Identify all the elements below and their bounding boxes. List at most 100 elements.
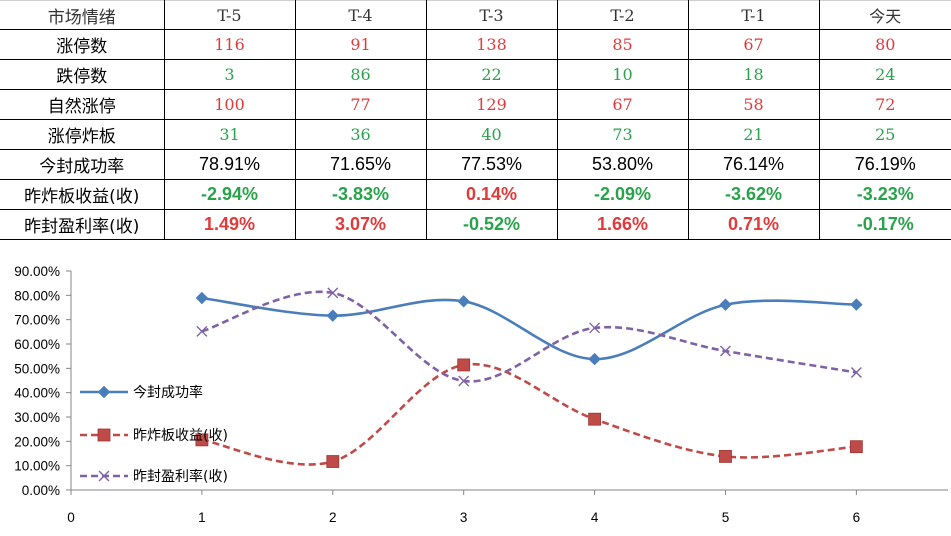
header-period-cell: T-5 <box>163 0 296 30</box>
row-label: 昨封盈利率(收) <box>0 209 165 240</box>
table-cell: 3 <box>163 59 296 90</box>
row-label: 自然涨停 <box>0 89 165 120</box>
table-row: 昨封盈利率(收) 1.49% 3.07% -0.52% 1.66% 0.71% -0.17% <box>0 209 951 240</box>
table-cell: 1.49% <box>163 209 296 240</box>
row-label: 跌停数 <box>0 59 165 90</box>
x-tick-label: 5 <box>722 510 730 525</box>
table-row: 涨停炸板 31 36 40 73 21 25 <box>0 119 951 150</box>
row-label: 涨停数 <box>0 29 165 60</box>
legend-label: 今封成功率 <box>133 384 203 401</box>
x-tick-label: 1 <box>198 510 206 525</box>
series-line-3 <box>201 290 857 383</box>
table-cell: 80 <box>818 29 951 60</box>
y-tick-label: 20.00% <box>14 434 60 449</box>
table-cell: 53.80% <box>556 149 689 180</box>
table-cell: 36 <box>294 119 427 150</box>
table-cell: 10 <box>556 59 689 90</box>
table-cell: 25 <box>818 119 951 150</box>
data-point <box>195 433 209 447</box>
y-tick-label: 40.00% <box>14 386 60 401</box>
table-row: 跌停数 3 86 22 10 18 24 <box>0 59 951 90</box>
table-cell: 71.65% <box>294 149 427 180</box>
table-row: 涨停数 116 91 138 85 67 80 <box>0 29 951 60</box>
table-cell: 77 <box>294 89 427 120</box>
table-row: 自然涨停 100 77 129 67 58 72 <box>0 89 951 120</box>
table-cell: 1.66% <box>556 209 689 240</box>
table-cell: 73 <box>556 119 689 150</box>
x-tick-label: 3 <box>460 510 468 525</box>
data-point <box>719 345 731 357</box>
table-cell: -3.62% <box>687 179 820 210</box>
table-cell: -3.23% <box>818 179 951 210</box>
table-cell: -2.94% <box>163 179 296 210</box>
data-point <box>850 298 863 311</box>
table-cell: 77.53% <box>425 149 558 180</box>
row-label: 今封成功率 <box>0 149 165 180</box>
header-period-cell: T-2 <box>556 0 689 30</box>
table-row: 昨炸板收益(收) -2.94% -3.83% 0.14% -2.09% -3.62% -3.… <box>0 179 951 210</box>
legend-marker <box>97 428 111 442</box>
x-tick-label: 4 <box>591 510 599 525</box>
data-point <box>588 352 601 366</box>
data-point <box>849 440 863 454</box>
x-tick-label: 0 <box>67 510 75 525</box>
table-cell: 3.07% <box>294 209 427 240</box>
data-point <box>326 455 340 468</box>
data-point <box>589 322 601 334</box>
legend-marker <box>97 385 111 399</box>
y-tick-label: 50.00% <box>14 361 60 376</box>
legend-label: 昨炸板收益(收) <box>133 428 228 444</box>
chart-axes: 0.00% 10.00% 20.00% 30.00% 40.00% 50.00% 60.00… <box>14 264 948 525</box>
chart-series <box>195 287 863 468</box>
x-tick-label: 2 <box>329 510 337 525</box>
table-row: 今封成功率 78.91% 71.65% 77.53% 53.80% 76.14% 76.19… <box>0 149 951 180</box>
data-point <box>457 295 470 308</box>
data-point <box>719 450 732 463</box>
data-point <box>195 291 209 305</box>
series-line-2 <box>201 362 857 466</box>
table-cell: 31 <box>163 119 296 150</box>
table-cell: 100 <box>163 89 296 120</box>
legend-label: 昨封盈利率(收) <box>133 468 228 485</box>
table-cell: 85 <box>556 29 689 60</box>
data-point <box>327 287 339 299</box>
table-header-row: 市场情绪 T-5 T-4 T-3 T-2 T-1 今天 <box>0 0 951 30</box>
table-cell: -3.83% <box>294 179 427 210</box>
data-point <box>457 358 471 372</box>
table-cell: 129 <box>425 89 558 120</box>
table-cell: 116 <box>163 29 296 60</box>
header-period-cell: T-4 <box>294 0 427 30</box>
data-point <box>850 366 862 378</box>
header-period-cell: T-3 <box>425 0 558 30</box>
table-cell: 0.14% <box>425 179 558 210</box>
data-point <box>458 375 470 387</box>
table-cell: 138 <box>425 29 558 60</box>
table-cell: 22 <box>425 59 558 90</box>
y-tick-label: 30.00% <box>14 410 60 425</box>
y-tick-label: 60.00% <box>14 337 60 352</box>
data-point <box>719 298 732 311</box>
header-period-cell: 今天 <box>818 0 951 30</box>
table-cell: -0.17% <box>818 209 951 240</box>
data-point <box>326 309 339 322</box>
y-tick-label: 70.00% <box>14 313 60 328</box>
table-cell: 24 <box>818 59 951 90</box>
table-cell: 0.71% <box>687 209 820 240</box>
table-cell: 86 <box>294 59 427 90</box>
y-tick-label: 90.00% <box>14 264 60 279</box>
data-point <box>588 412 601 426</box>
y-tick-label: 80.00% <box>14 288 60 303</box>
table-cell: 58 <box>687 89 820 120</box>
legend-marker <box>98 470 110 482</box>
header-period-cell: T-1 <box>687 0 820 30</box>
market-sentiment-table: 市场情绪 T-5 T-4 T-3 T-2 T-1 今天 涨停数 116 91 138 85 67 80 跌停… <box>0 0 951 240</box>
table-cell: 72 <box>818 89 951 120</box>
y-tick-label: 10.00% <box>14 459 60 474</box>
series-line-1 <box>201 296 857 361</box>
y-tick-label: 0.00% <box>22 483 60 498</box>
table-cell: 18 <box>687 59 820 90</box>
table-cell: 40 <box>425 119 558 150</box>
table-cell: 91 <box>294 29 427 60</box>
data-point <box>196 325 208 337</box>
